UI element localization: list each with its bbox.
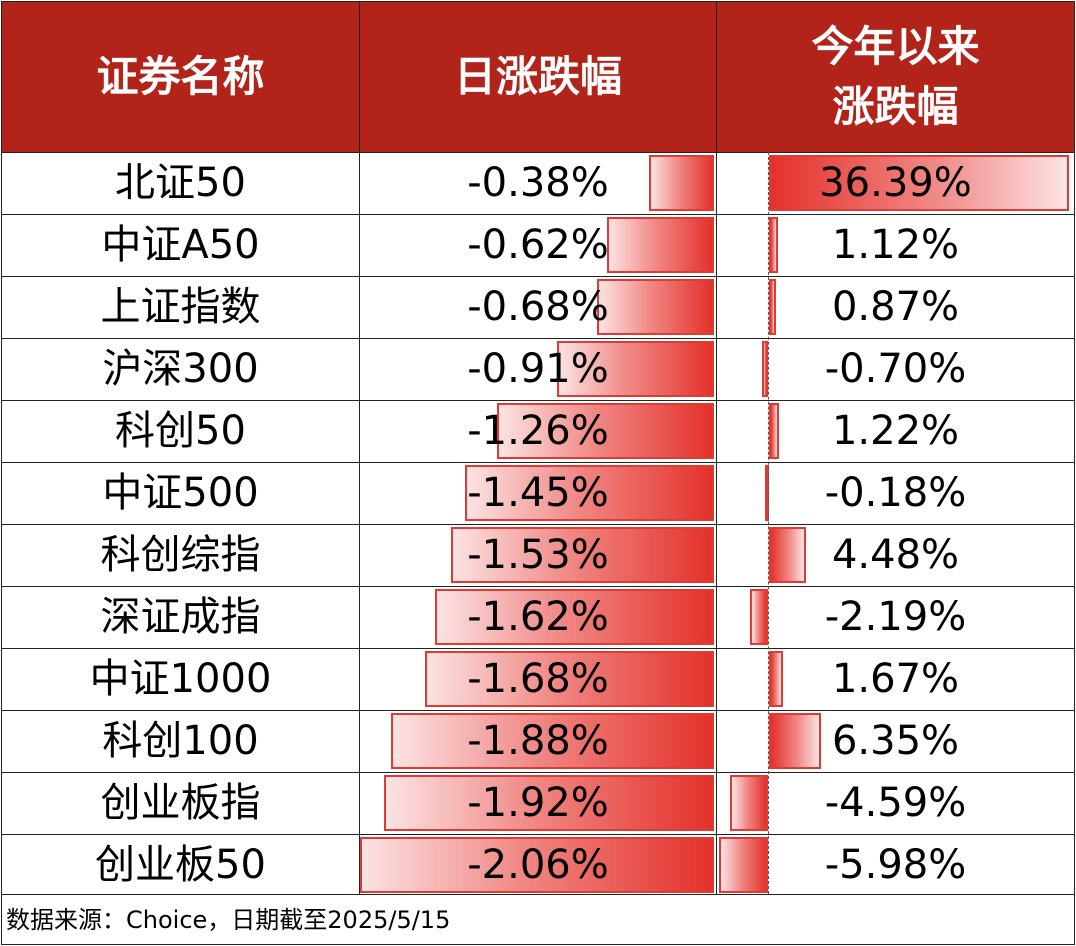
row-divider bbox=[2, 586, 1074, 587]
daily-change-bar bbox=[390, 713, 714, 769]
row-divider bbox=[2, 648, 1074, 649]
daily-change-label: -0.68% bbox=[467, 284, 609, 330]
ytd-change-bar bbox=[769, 713, 822, 769]
ytd-change-label: 36.39% bbox=[819, 160, 972, 206]
ytd-change-label: -2.19% bbox=[824, 594, 967, 640]
ytd-change-bar bbox=[749, 589, 768, 645]
ytd-change-bar bbox=[769, 217, 779, 273]
ytd-change-label: 1.22% bbox=[831, 408, 960, 454]
ytd-change-label: 6.35% bbox=[831, 718, 960, 764]
ytd-zero-axis bbox=[768, 152, 769, 894]
ytd-change-label: -4.59% bbox=[824, 780, 967, 826]
footer-source: 数据来源：Choice，日期截至2025/5/15 bbox=[6, 906, 451, 934]
daily-change-bar bbox=[435, 589, 714, 645]
daily-change-bar bbox=[497, 403, 714, 459]
daily-change-bar bbox=[359, 837, 714, 893]
daily-change-label: -1.26% bbox=[467, 408, 609, 454]
security-name: 上证指数 bbox=[100, 284, 261, 330]
ytd-change-bar bbox=[730, 775, 768, 831]
ytd-change-label: -5.98% bbox=[824, 842, 967, 888]
header-name-label: 证券名称 bbox=[96, 52, 265, 101]
security-name: 深证成指 bbox=[100, 594, 261, 640]
daily-change-label: -1.53% bbox=[467, 532, 609, 578]
header-ytd: 今年以来 涨跌幅 bbox=[717, 2, 1074, 152]
security-name: 沪深300 bbox=[102, 346, 259, 392]
security-name: 科创综指 bbox=[100, 532, 261, 578]
daily-change-bar bbox=[597, 279, 714, 335]
daily-change-bar bbox=[648, 155, 714, 211]
daily-change-bar bbox=[464, 465, 714, 521]
daily-change-label: -2.06% bbox=[467, 842, 609, 888]
ytd-change-bar bbox=[718, 837, 768, 893]
row-divider bbox=[2, 152, 1074, 153]
ytd-change-label: 1.67% bbox=[831, 656, 960, 702]
daily-change-label: -1.92% bbox=[467, 780, 609, 826]
ytd-change-label: -0.70% bbox=[824, 346, 967, 392]
daily-change-label: -0.62% bbox=[467, 222, 609, 268]
daily-change-bar bbox=[557, 341, 714, 397]
header-ytd-label-line2: 涨跌幅 bbox=[832, 82, 959, 131]
daily-change-bar bbox=[607, 217, 714, 273]
security-name: 科创50 bbox=[115, 408, 246, 454]
ytd-change-bar bbox=[762, 341, 768, 397]
daily-change-label: -1.45% bbox=[467, 470, 609, 516]
row-divider bbox=[2, 400, 1074, 401]
row-divider bbox=[2, 338, 1074, 339]
column-divider-1 bbox=[359, 2, 360, 894]
daily-change-bar bbox=[450, 527, 714, 583]
table-header bbox=[2, 2, 1074, 152]
daily-change-label: -0.91% bbox=[467, 346, 609, 392]
row-divider bbox=[2, 214, 1074, 215]
ytd-change-label: 0.87% bbox=[831, 284, 960, 330]
row-divider bbox=[2, 772, 1074, 773]
header-daily-label: 日涨跌幅 bbox=[453, 52, 622, 101]
ytd-change-bar bbox=[769, 155, 1070, 211]
daily-change-label: -0.38% bbox=[467, 160, 609, 206]
security-name: 创业板指 bbox=[100, 780, 261, 826]
daily-change-label: -1.88% bbox=[467, 718, 609, 764]
ytd-change-bar bbox=[769, 279, 777, 335]
daily-change-label: -1.62% bbox=[467, 594, 609, 640]
security-name: 科创100 bbox=[102, 718, 259, 764]
row-divider bbox=[2, 276, 1074, 277]
security-name: 北证50 bbox=[115, 160, 246, 206]
security-name: 中证500 bbox=[102, 470, 259, 516]
ytd-change-label: -0.18% bbox=[824, 470, 967, 516]
header-name: 证券名称 bbox=[2, 2, 359, 152]
security-name: 中证A50 bbox=[101, 222, 260, 268]
daily-change-bar bbox=[425, 651, 714, 707]
header-ytd-label-line1: 今年以来 bbox=[811, 22, 980, 71]
footer-divider bbox=[2, 894, 1074, 895]
daily-change-bar bbox=[383, 775, 714, 831]
row-divider bbox=[2, 834, 1074, 835]
ytd-change-bar bbox=[769, 651, 783, 707]
security-name: 创业板50 bbox=[95, 842, 266, 888]
column-divider-2 bbox=[716, 2, 717, 894]
security-name: 中证1000 bbox=[89, 656, 272, 702]
daily-change-label: -1.68% bbox=[467, 656, 609, 702]
ytd-change-label: 4.48% bbox=[831, 532, 960, 578]
row-divider bbox=[2, 710, 1074, 711]
ytd-change-label: 1.12% bbox=[831, 222, 960, 268]
ytd-change-bar bbox=[769, 527, 806, 583]
header-daily: 日涨跌幅 bbox=[360, 2, 716, 152]
row-divider bbox=[2, 462, 1074, 463]
ytd-change-bar bbox=[769, 403, 780, 459]
row-divider bbox=[2, 524, 1074, 525]
